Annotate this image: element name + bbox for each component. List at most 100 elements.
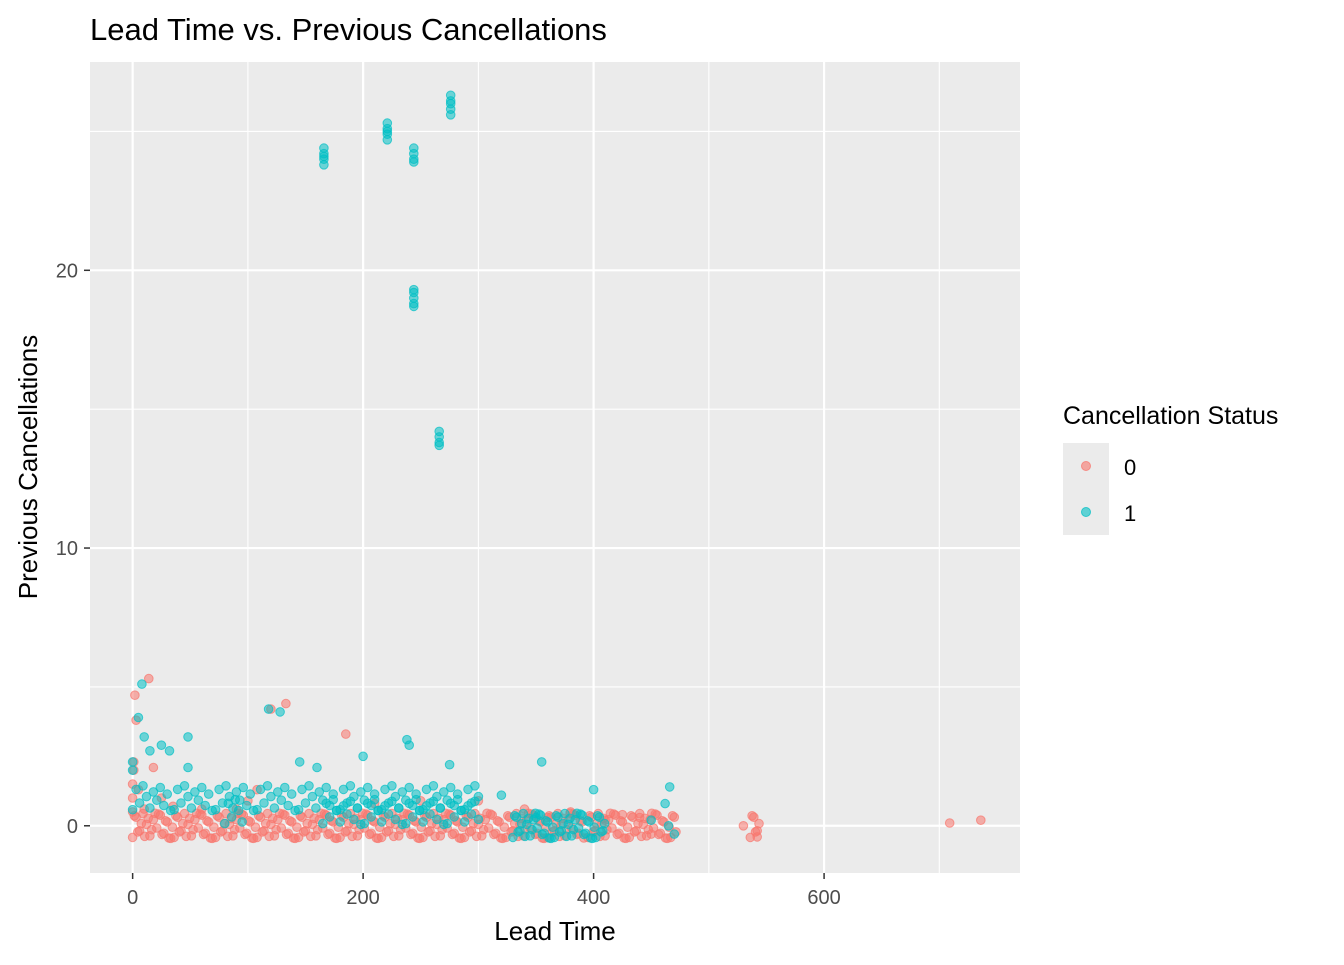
data-point-1	[380, 801, 390, 811]
plot-panel	[90, 62, 1020, 873]
data-point-1	[594, 812, 605, 823]
data-point-1	[439, 787, 449, 797]
legend-label-0: 0	[1124, 455, 1136, 480]
data-point-0	[127, 793, 138, 803]
data-point-1	[220, 818, 230, 829]
data-point-1	[321, 782, 332, 793]
data-point-1	[409, 301, 419, 312]
data-point-1	[324, 812, 335, 822]
data-point-1	[319, 151, 329, 162]
axes: 0 200 400 600 0 10 20	[56, 260, 841, 909]
legend-key-0	[1081, 461, 1091, 471]
data-point-1	[404, 782, 415, 793]
data-point-1	[233, 805, 244, 816]
data-point-1	[428, 796, 439, 807]
x-tick-label: 0	[127, 887, 138, 909]
data-point-1	[241, 800, 252, 811]
data-point-1	[434, 440, 445, 451]
data-point-1	[159, 800, 169, 811]
data-point-1	[145, 746, 155, 756]
chart-title: Lead Time vs. Previous Cancellations	[90, 12, 607, 47]
data-point-1	[252, 804, 262, 815]
data-point-1	[294, 757, 305, 767]
data-point-1	[669, 829, 680, 839]
data-point-1	[312, 762, 322, 773]
data-point-0	[607, 823, 617, 833]
legend-key-1	[1081, 507, 1091, 517]
data-point-1	[186, 803, 197, 813]
data-point-1	[421, 801, 432, 811]
data-point-1	[358, 751, 368, 762]
data-point-1	[276, 795, 287, 806]
data-point-1	[200, 800, 210, 811]
data-points	[127, 90, 986, 844]
data-point-1	[262, 781, 273, 791]
data-point-1	[127, 804, 138, 815]
data-point-0	[144, 673, 154, 684]
data-point-1	[259, 798, 269, 808]
x-axis-label: Lead Time	[494, 916, 615, 946]
data-point-1	[359, 818, 370, 829]
data-point-0	[752, 832, 763, 842]
data-point-1	[452, 794, 463, 805]
data-point-1	[404, 740, 415, 751]
data-point-1	[127, 757, 138, 767]
data-point-0	[944, 818, 955, 828]
data-point-1	[139, 732, 149, 742]
data-point-1	[238, 782, 249, 793]
data-point-1	[293, 804, 304, 815]
data-point-1	[664, 782, 675, 792]
data-point-1	[409, 157, 419, 167]
data-point-1	[345, 781, 356, 791]
data-point-0	[341, 729, 351, 739]
data-point-0	[617, 809, 628, 820]
data-point-1	[269, 803, 280, 813]
data-point-1	[463, 801, 473, 811]
data-point-1	[387, 796, 397, 807]
data-point-1	[179, 781, 190, 791]
data-point-0	[754, 818, 764, 829]
data-point-1	[407, 812, 418, 822]
data-point-1	[127, 765, 138, 776]
data-point-1	[342, 809, 352, 819]
data-point-1	[444, 759, 455, 770]
y-tick-label: 20	[56, 260, 78, 282]
data-point-1	[352, 803, 363, 813]
y-axis-label: Previous Cancellations	[13, 335, 43, 599]
data-point-1	[470, 796, 480, 807]
data-point-1	[318, 818, 328, 829]
data-point-0	[281, 698, 291, 709]
x-tick-label: 400	[577, 887, 610, 909]
data-point-1	[345, 796, 356, 807]
data-point-0	[276, 823, 287, 833]
data-point-1	[435, 803, 446, 813]
data-point-1	[148, 787, 159, 797]
data-point-1	[428, 781, 439, 791]
data-point-1	[275, 707, 285, 717]
y-tick-label: 0	[67, 816, 78, 838]
data-point-1	[210, 804, 221, 815]
data-point-1	[164, 746, 175, 756]
data-point-1	[319, 160, 329, 170]
data-point-1	[155, 782, 166, 793]
data-point-1	[190, 787, 200, 797]
data-point-1	[286, 789, 297, 799]
data-point-1	[319, 143, 329, 153]
data-point-1	[409, 284, 419, 295]
data-point-1	[307, 791, 318, 802]
data-point-1	[203, 789, 214, 799]
data-point-1	[456, 805, 466, 816]
data-point-1	[137, 679, 147, 689]
data-point-1	[245, 789, 255, 799]
data-point-1	[373, 805, 383, 816]
data-point-0	[292, 822, 302, 833]
data-point-1	[273, 787, 283, 797]
data-point-0	[738, 821, 749, 831]
data-point-1	[283, 800, 294, 811]
data-point-0	[646, 829, 657, 839]
data-point-1	[328, 794, 339, 805]
data-point-1	[280, 782, 290, 793]
data-point-1	[573, 823, 584, 833]
data-point-1	[414, 805, 425, 816]
